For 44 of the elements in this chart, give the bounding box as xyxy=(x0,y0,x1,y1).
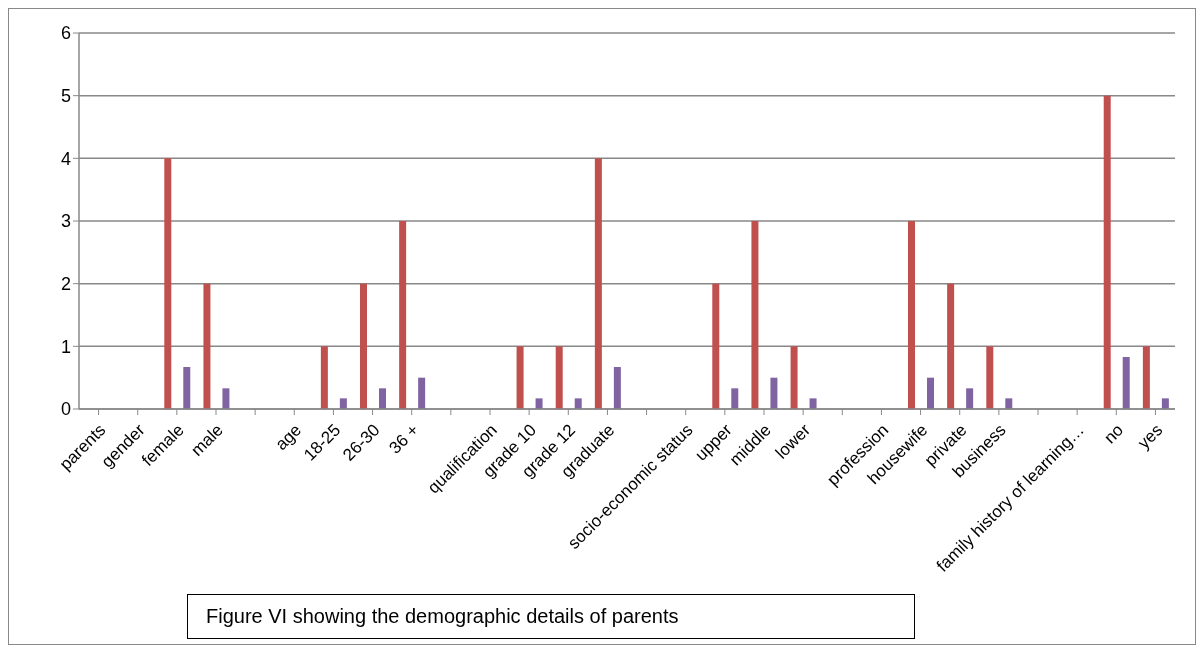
bar xyxy=(908,221,915,409)
bar xyxy=(947,283,955,409)
bar xyxy=(770,377,778,409)
bar xyxy=(339,398,347,409)
bar xyxy=(516,346,524,409)
bar xyxy=(613,367,621,409)
y-tick-label: 1 xyxy=(60,336,71,357)
bar xyxy=(1122,356,1130,409)
bar xyxy=(379,388,386,409)
bar xyxy=(222,388,230,409)
bar xyxy=(164,158,172,409)
bar xyxy=(594,158,602,409)
bar xyxy=(751,221,759,409)
x-tick-label: 36 + xyxy=(385,420,423,458)
bar xyxy=(927,377,934,409)
bar xyxy=(712,283,720,409)
bar xyxy=(966,388,974,409)
bar xyxy=(183,367,191,409)
bar xyxy=(1103,95,1111,409)
bar xyxy=(535,398,543,409)
y-tick-label: 5 xyxy=(60,86,71,107)
bar xyxy=(360,283,367,409)
y-tick-label: 2 xyxy=(60,274,71,295)
x-tick-label: age xyxy=(271,420,306,454)
bar xyxy=(731,388,739,409)
bar xyxy=(1142,346,1150,409)
bar xyxy=(809,398,817,409)
y-tick-label: 6 xyxy=(60,23,71,44)
x-tick-label: no xyxy=(1100,420,1128,448)
bar xyxy=(574,398,582,409)
x-tick-label: yes xyxy=(1134,420,1167,453)
y-tick-label: 4 xyxy=(60,148,71,169)
bar xyxy=(399,221,407,409)
bar xyxy=(1161,398,1169,409)
bar xyxy=(203,283,211,409)
y-tick-label: 3 xyxy=(60,211,71,232)
bar xyxy=(320,346,328,409)
y-tick-label: 0 xyxy=(60,399,71,420)
bar xyxy=(1005,398,1013,409)
text: Figure VI showing the demographic details of parents xyxy=(187,594,915,639)
bar xyxy=(555,346,563,409)
bar xyxy=(986,346,994,409)
bar xyxy=(418,377,426,409)
bar xyxy=(790,346,798,409)
